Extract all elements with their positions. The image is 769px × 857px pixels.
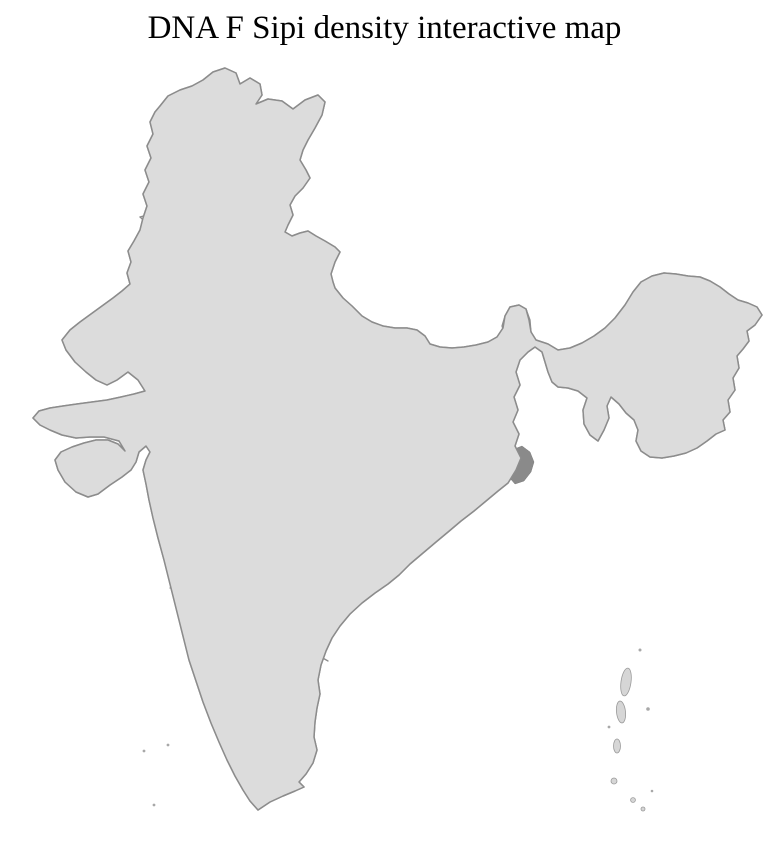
andaman-nicobar-islands[interactable] <box>607 648 654 812</box>
india-outline <box>32 67 763 811</box>
page-title: DNA F Sipi density interactive map <box>147 10 622 46</box>
lakshadweep-islands[interactable] <box>142 743 170 807</box>
